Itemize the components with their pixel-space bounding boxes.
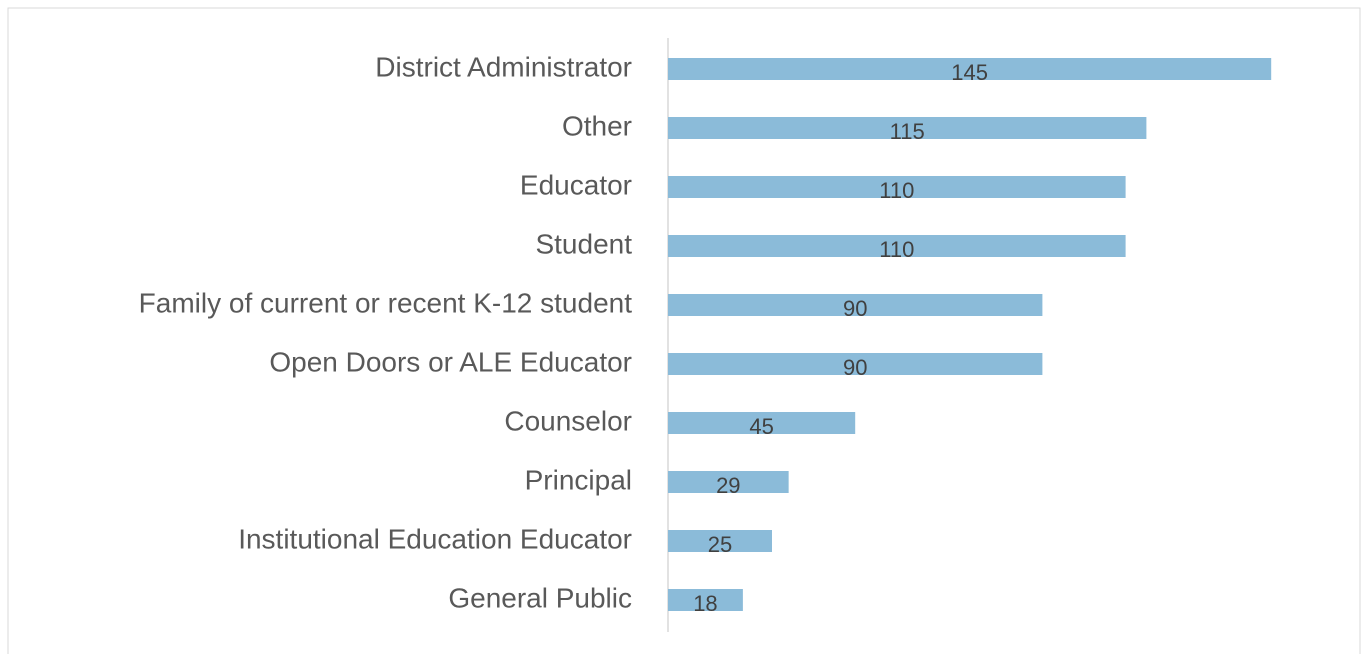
bar bbox=[668, 353, 1043, 375]
bar bbox=[668, 471, 789, 493]
data-label: 29 bbox=[716, 473, 740, 498]
bar bbox=[668, 117, 1147, 139]
category-label: Educator bbox=[520, 169, 632, 200]
category-label: Principal bbox=[525, 464, 632, 495]
category-label: Open Doors or ALE Educator bbox=[269, 346, 632, 377]
category-label: Institutional Education Educator bbox=[238, 523, 632, 554]
data-label: 45 bbox=[749, 414, 773, 439]
category-label: Other bbox=[562, 110, 632, 141]
data-label: 115 bbox=[890, 119, 925, 144]
data-label: 110 bbox=[879, 178, 914, 203]
data-label: 110 bbox=[879, 237, 914, 262]
data-label: 25 bbox=[708, 532, 732, 557]
bar bbox=[668, 530, 772, 552]
bar bbox=[668, 235, 1126, 257]
bar bbox=[668, 58, 1272, 80]
category-label: Counselor bbox=[504, 405, 632, 436]
category-label: Student bbox=[535, 228, 632, 259]
data-label: 145 bbox=[951, 60, 988, 85]
bar bbox=[668, 176, 1126, 198]
data-label: 90 bbox=[843, 355, 867, 380]
category-label: Family of current or recent K-12 student bbox=[139, 287, 633, 318]
category-label: District Administrator bbox=[375, 51, 632, 82]
category-label: General Public bbox=[448, 582, 632, 613]
chart-frame bbox=[7, 7, 1361, 654]
data-label: 90 bbox=[843, 296, 867, 321]
bar bbox=[668, 294, 1043, 316]
bar bbox=[668, 412, 856, 434]
data-label: 18 bbox=[693, 591, 717, 616]
bar bbox=[668, 589, 743, 611]
